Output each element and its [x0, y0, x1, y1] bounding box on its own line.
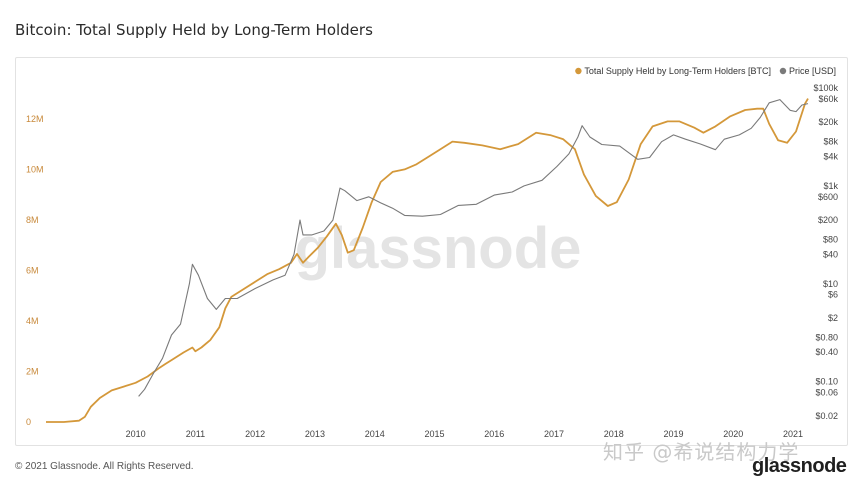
y-left-tick-label: 2M [26, 366, 39, 376]
legend-marker [575, 67, 582, 75]
y-right-tick-label: $40 [823, 249, 838, 259]
y-right-tick-label: $20k [818, 117, 838, 127]
axes: 2010 2011 2012 2013 2014 2015 2016 2017 2018 2019… [26, 83, 838, 439]
x-tick-label: 2014 [365, 429, 385, 439]
x-tick-label: 2010 [126, 429, 146, 439]
x-tick-label: 2016 [484, 429, 504, 439]
x-tick-label: 2012 [245, 429, 265, 439]
y-right-tick-label: $60k [818, 94, 838, 104]
y-left-tick-label: 8M [26, 215, 39, 225]
copyright: © 2021 Glassnode. All Rights Reserved. [15, 461, 194, 472]
series-line-price [138, 99, 809, 397]
y-right-tick-label: $80 [823, 235, 838, 245]
y-left-tick-label: 0 [26, 417, 31, 427]
legend-label[interactable]: Total Supply Held by Long-Term Holders [… [584, 66, 771, 76]
x-tick-label: 2015 [424, 429, 444, 439]
x-tick-label: 2021 [783, 429, 803, 439]
y-left-tick-label: 4M [26, 316, 39, 326]
glassnode-logo[interactable]: glassnode [752, 455, 847, 477]
x-tick-label: 2011 [186, 429, 205, 439]
legend[interactable]: Price [USD] Total Supply Held by Long-Ter… [575, 66, 836, 76]
y-right-tick-label: $200 [818, 215, 838, 225]
y-right-tick-label: $0.02 [815, 411, 838, 421]
y-right-tick-label: $8k [823, 137, 838, 147]
chart-frame [15, 57, 848, 446]
y-right-tick-label: $2 [828, 313, 838, 323]
x-tick-label: 2017 [544, 429, 564, 439]
y-left-tick-label: 6M [26, 265, 39, 275]
y-right-tick-label: $600 [818, 192, 838, 202]
x-tick-label: 2019 [664, 429, 684, 439]
y-right-tick-label: $0.40 [815, 347, 838, 357]
series-lines [46, 98, 809, 423]
y-right-tick-label: $1k [823, 181, 838, 191]
watermark-zh: 知乎 @希说结构力学 [603, 440, 800, 464]
y-right-tick-label: $4k [823, 151, 838, 161]
y-right-tick-label: $0.80 [815, 332, 838, 342]
legend-marker [779, 67, 787, 75]
x-tick-label: 2020 [723, 429, 743, 439]
series-line-lth-supply [46, 98, 809, 423]
y-right-tick-label: $10 [823, 279, 838, 289]
page-title: Bitcoin: Total Supply Held by Long-Term … [15, 21, 373, 39]
watermark-center: glassnode [295, 216, 582, 281]
y-left-tick-label: 12M [26, 114, 44, 124]
x-tick-label: 2018 [604, 429, 624, 439]
y-right-tick-label: $0.10 [815, 377, 838, 387]
y-right-tick-label: $0.06 [815, 388, 838, 398]
y-right-tick-label: $100k [813, 83, 838, 93]
x-tick-label: 2013 [305, 429, 325, 439]
legend-label[interactable]: Price [USD] [789, 66, 836, 76]
y-left-tick-label: 10M [26, 164, 44, 174]
y-right-tick-label: $6 [828, 290, 838, 300]
